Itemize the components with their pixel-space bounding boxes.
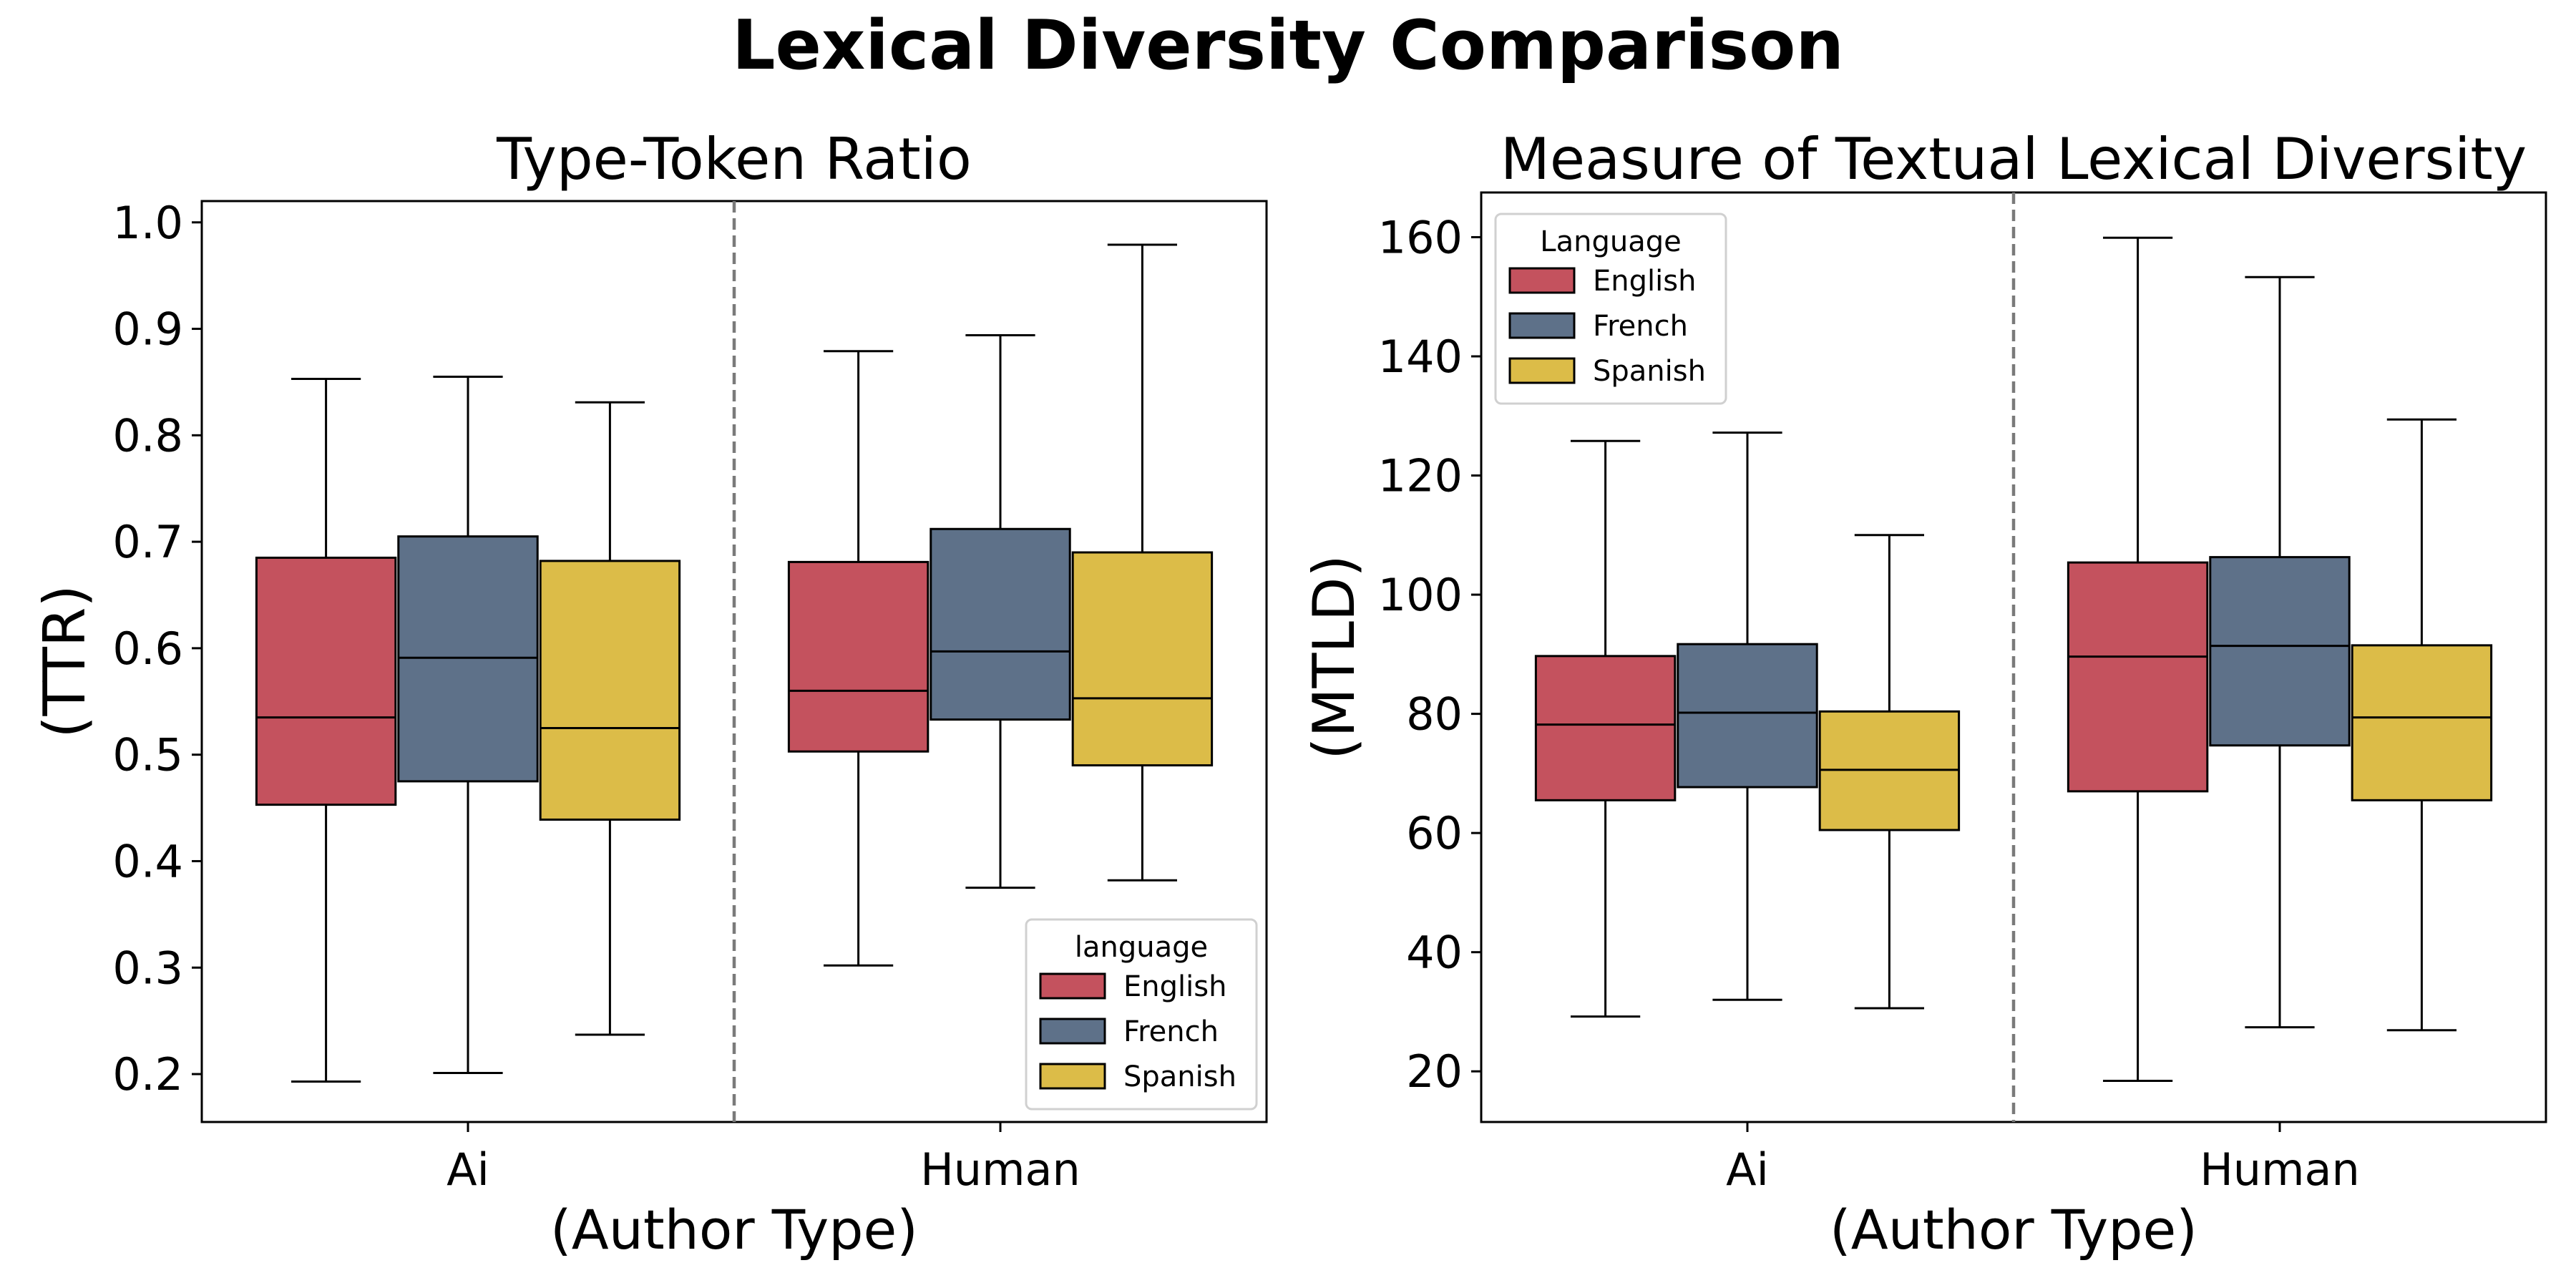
y-tick-label: 140 (1378, 331, 1463, 383)
y-tick-label: 60 (1406, 807, 1463, 859)
box-body (1534, 655, 1677, 801)
box-french-human (2209, 275, 2351, 1029)
y-tick-label: 0.4 (112, 835, 183, 887)
box-english-ai (1534, 439, 1677, 1018)
legend-swatch-spanish (1039, 1063, 1106, 1090)
box-french-ai (397, 375, 539, 1075)
box-body (930, 527, 1071, 721)
legend-swatch-english (1039, 972, 1106, 1000)
legend: language English French Spanish (1025, 918, 1258, 1111)
box-spanish-human (1071, 243, 1214, 882)
y-tick-label: 0.2 (112, 1048, 183, 1101)
subplot-title: Type-Token Ratio (496, 126, 972, 192)
y-tick-label: 0.6 (112, 623, 183, 675)
legend-frame (1025, 918, 1258, 1111)
box-english-human (2067, 236, 2209, 1083)
legend-swatch-french (1508, 312, 1576, 339)
box-spanish-human (2351, 418, 2493, 1032)
y-tick-label: 100 (1378, 569, 1463, 621)
box-body (787, 560, 930, 753)
subplot-title: Measure of Textual Lexical Diversity (1501, 126, 2527, 192)
y-axis-label: (TTR) (31, 585, 98, 738)
box-spanish-ai (1818, 534, 1961, 1010)
legend-label-french: French (1123, 1015, 1219, 1048)
box-body (1677, 643, 1818, 789)
y-tick-label: 0.3 (112, 942, 183, 994)
chart-panel-2: 20 40 60 80 100 120 140 160 Ai Human Measure of Te… (1301, 126, 2547, 1262)
box-french-ai (1677, 431, 1818, 1001)
box-body (2067, 561, 2209, 793)
box-body (255, 556, 397, 806)
box-body (1071, 551, 1214, 767)
legend-label-english: English (1593, 265, 1696, 298)
legend-label-spanish: Spanish (1123, 1060, 1236, 1093)
y-tick-label: 120 (1378, 450, 1463, 502)
legend-title: Language (1540, 225, 1681, 258)
y-tick-label: 20 (1406, 1045, 1463, 1098)
x-axis-label: (Author Type) (1830, 1198, 2197, 1262)
box-spanish-ai (539, 401, 681, 1036)
x-tick-label: Ai (447, 1143, 489, 1196)
y-tick-label: 160 (1378, 211, 1463, 263)
y-tick-label: 0.5 (112, 729, 183, 781)
box-body (2209, 556, 2351, 747)
y-tick-label: 80 (1406, 688, 1463, 741)
legend-label-english: English (1123, 970, 1226, 1003)
chart-panels: 0.2 0.3 0.4 0.5 0.6 0.7 0.8 0.9 1.0 Ai Human Type-T… (31, 126, 2547, 1262)
legend-frame (1494, 213, 1727, 405)
box-english-human (787, 350, 930, 967)
x-tick-label: Human (920, 1143, 1080, 1196)
box-body (539, 560, 681, 821)
chart-panel-1: 0.2 0.3 0.4 0.5 0.6 0.7 0.8 0.9 1.0 Ai Human Type-T… (31, 126, 1268, 1262)
y-tick-label: 0.7 (112, 516, 183, 568)
y-tick-label: 0.8 (112, 409, 183, 462)
box-body (2351, 644, 2493, 801)
x-tick-label: Ai (1726, 1143, 1769, 1196)
legend-swatch-english (1508, 267, 1576, 294)
legend-label-french: French (1593, 310, 1688, 343)
x-tick-label: Human (2200, 1143, 2360, 1196)
legend-label-spanish: Spanish (1593, 355, 1706, 388)
legend-title: language (1075, 931, 1208, 964)
y-axis-label: (MTLD) (1301, 555, 1367, 759)
x-axis-label: (Author Type) (550, 1198, 918, 1262)
y-tick-label: 0.9 (112, 303, 183, 356)
figure-title: Lexical Diversity Comparison (732, 6, 1844, 85)
y-tick-label: 1.0 (112, 197, 183, 249)
y-tick-label: 40 (1406, 927, 1463, 979)
legend-swatch-french (1039, 1018, 1106, 1045)
box-french-human (930, 333, 1071, 889)
legend-swatch-spanish (1508, 357, 1576, 384)
box-english-ai (255, 377, 397, 1083)
legend: Language English French Spanish (1494, 213, 1727, 405)
